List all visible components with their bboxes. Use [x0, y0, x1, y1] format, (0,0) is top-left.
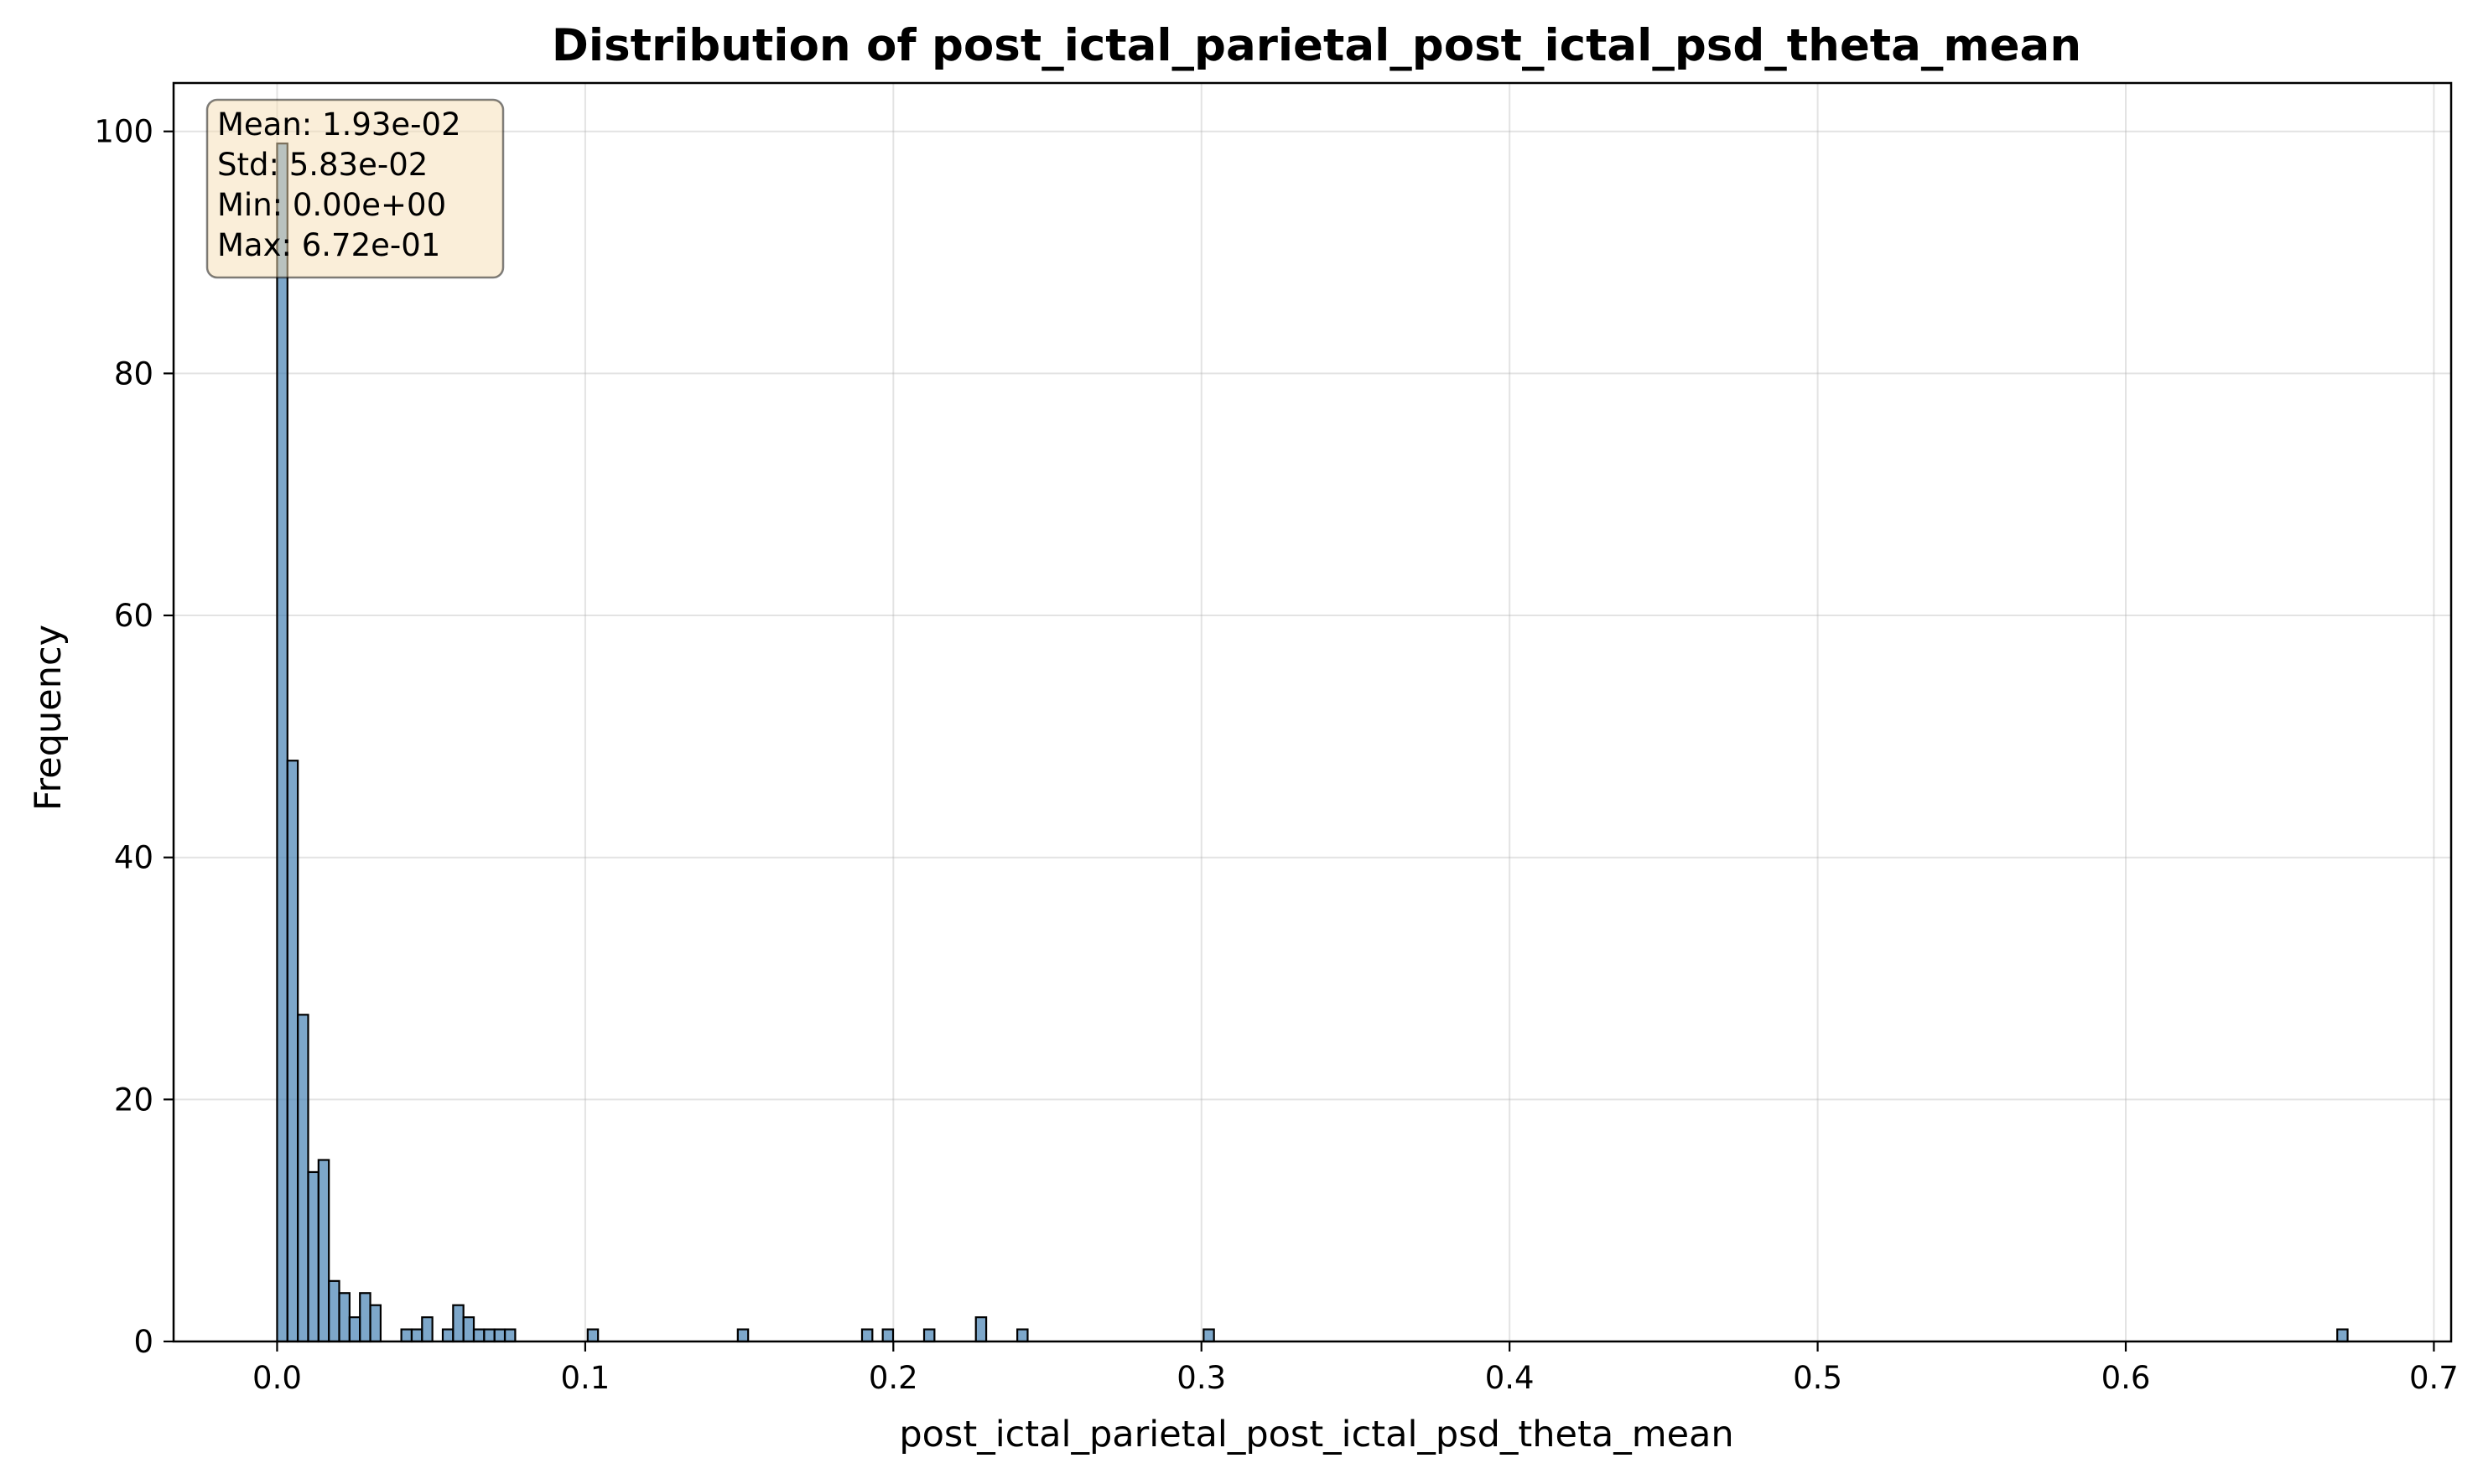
y-tick-label: 40: [114, 840, 153, 876]
x-tick-label: 0.6: [2101, 1360, 2151, 1396]
stats-line: Min: 0.00e+00: [217, 187, 446, 223]
x-tick-label: 0.5: [1793, 1360, 1842, 1396]
histogram-bar: [974, 1316, 988, 1343]
chart-title: Distribution of post_ictal_parietal_post…: [552, 20, 2081, 71]
histogram-bar: [1016, 1328, 1029, 1343]
axis-ticks: 0.0 0.1 0.2 0.3 0.4 0.5 0.6 0.7 0 20 40 60 80 100: [94, 114, 2458, 1396]
histogram-bar: [441, 1328, 455, 1343]
histogram-bar: [860, 1328, 874, 1343]
x-tick-label: 0.0: [252, 1360, 302, 1396]
histogram-bar: [400, 1328, 413, 1343]
histogram-bar: [462, 1316, 475, 1343]
stats-box: Mean: 1.93e-02 Std: 5.83e-02 Min: 0.00e+00…: [205, 98, 505, 279]
histogram-bar: [421, 1316, 434, 1343]
plot-frame: [172, 81, 2453, 1343]
stats-box-background: [205, 98, 505, 279]
histogram-bar: [493, 1328, 506, 1343]
y-axis-label: Frequency: [28, 625, 70, 811]
stats-line: Mean: 1.93e-02: [217, 106, 461, 143]
histogram-bar: [736, 1328, 750, 1343]
histogram-bar: [348, 1316, 361, 1343]
histogram-bar: [359, 1292, 371, 1343]
histogram-bar: [307, 1170, 319, 1343]
histogram-bar: [410, 1328, 423, 1343]
histogram-bar: [286, 760, 299, 1343]
y-tick-label: 20: [114, 1082, 153, 1118]
histogram-bar: [297, 1014, 309, 1343]
histogram-bar: [1203, 1328, 1215, 1343]
stats-line: Std: 5.83e-02: [217, 147, 428, 183]
x-axis-label: post_ictal_parietal_post_ictal_psd_theta…: [899, 1414, 1733, 1455]
x-tick-label: 0.7: [2409, 1360, 2459, 1396]
histogram-bar: [586, 1328, 600, 1343]
y-tick-label: 60: [114, 598, 153, 634]
y-tick-label: 0: [133, 1324, 153, 1360]
histogram-bar: [338, 1292, 351, 1343]
histogram-bar: [276, 143, 288, 1343]
histogram-bar: [881, 1328, 895, 1343]
x-tick-label: 0.2: [869, 1360, 918, 1396]
histogram-bar: [317, 1159, 330, 1343]
y-tick-label: 80: [114, 355, 153, 392]
histogram-bar: [503, 1328, 517, 1343]
histogram-bar: [452, 1304, 465, 1343]
histogram-bar: [483, 1328, 496, 1343]
x-tick-label: 0.4: [1485, 1360, 1535, 1396]
x-tick-label: 0.3: [1177, 1360, 1226, 1396]
histogram-bar: [922, 1328, 936, 1343]
histogram-bar: [2336, 1328, 2349, 1343]
histogram-bar: [328, 1279, 340, 1343]
stats-line: Max: 6.72e-01: [217, 227, 440, 263]
histogram-bar: [369, 1304, 382, 1343]
x-tick-label: 0.1: [560, 1360, 610, 1396]
histogram-bar: [472, 1328, 486, 1343]
y-tick-label: 100: [94, 114, 153, 150]
